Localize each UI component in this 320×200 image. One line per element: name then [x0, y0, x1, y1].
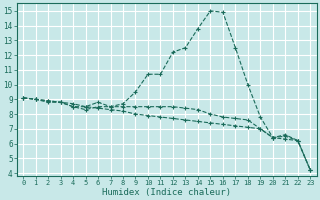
- X-axis label: Humidex (Indice chaleur): Humidex (Indice chaleur): [102, 188, 231, 197]
